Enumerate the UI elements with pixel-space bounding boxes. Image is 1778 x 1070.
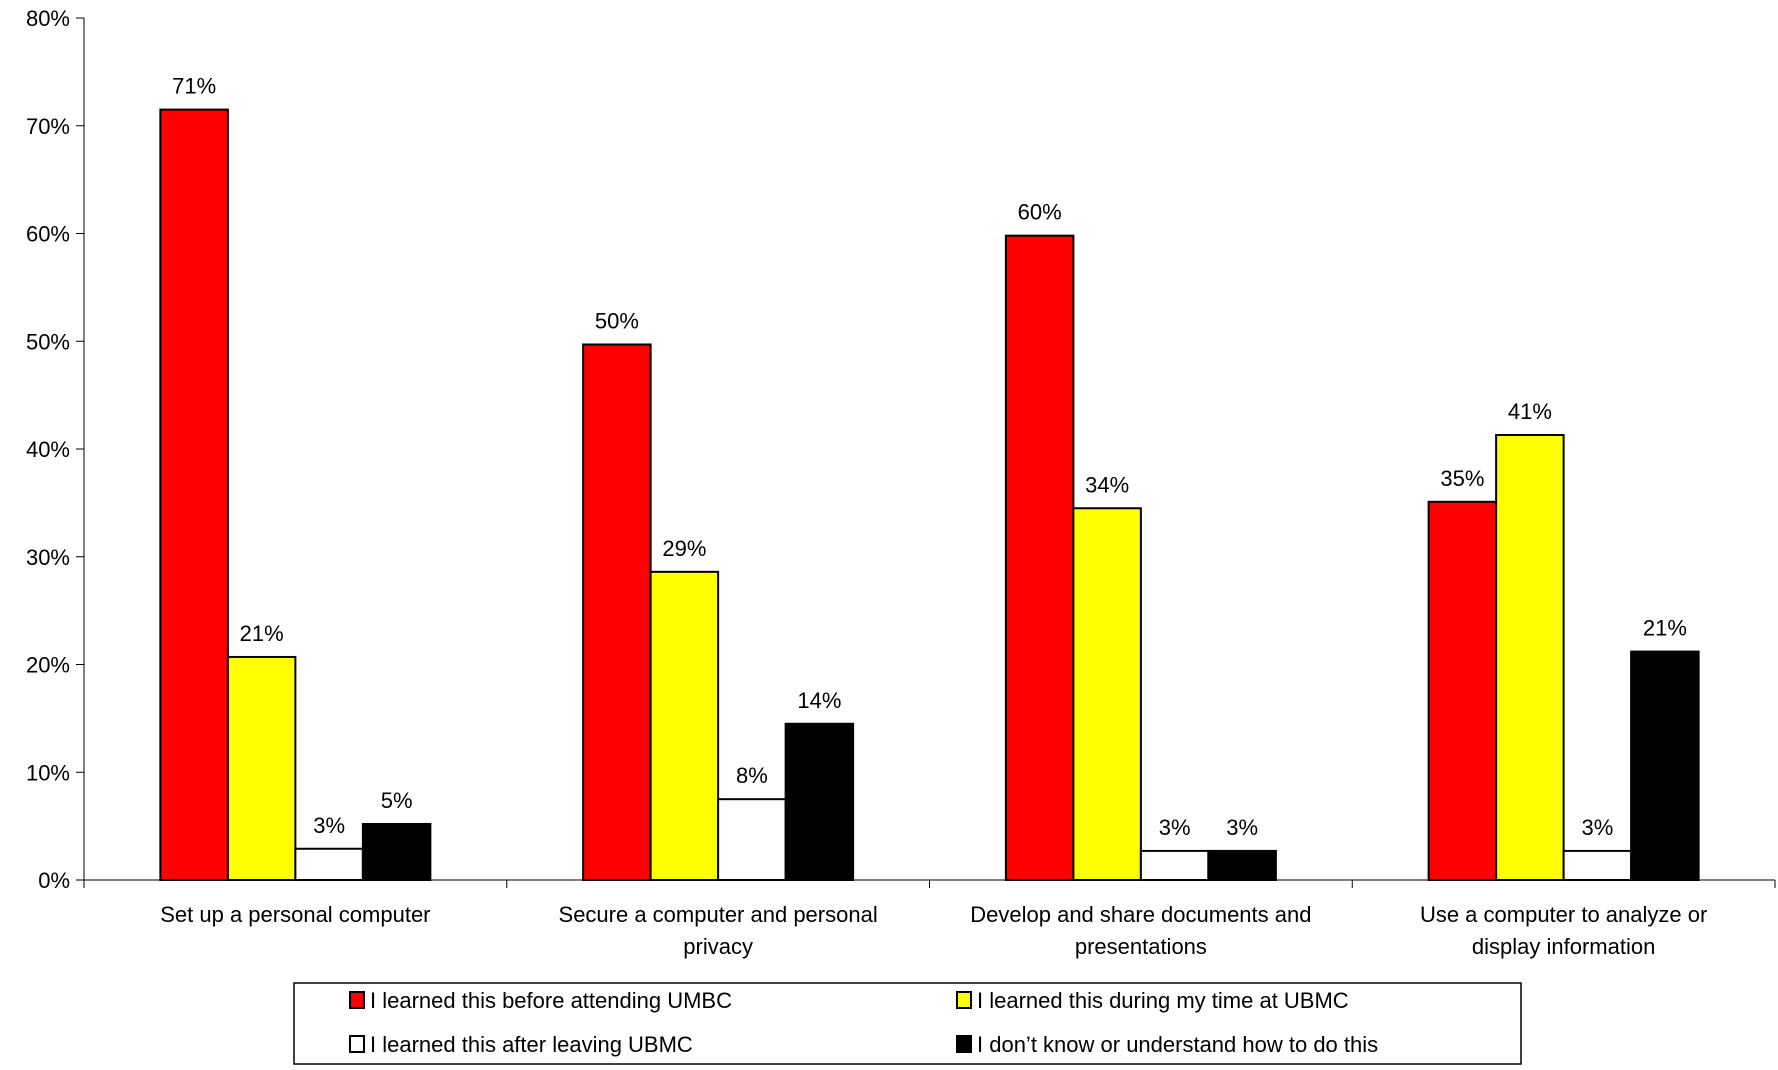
legend-swatch	[349, 991, 365, 1009]
legend-label: I learned this during my time at UBMC	[977, 988, 1349, 1013]
y-tick-label: 0%	[38, 868, 70, 893]
bars	[159, 108, 1700, 882]
legend: I learned this before attending UMBC I le…	[293, 982, 1522, 1065]
bar	[1562, 849, 1633, 881]
data-labels: 71% 21% 3% 5% 50% 29% 8% 14% 60% 34% 3% 3% 35% 41% 3% 2…	[172, 74, 1687, 840]
bar	[784, 722, 855, 882]
y-tick-label: 40%	[26, 437, 70, 462]
data-label: 8%	[736, 763, 768, 788]
data-label: 14%	[797, 688, 841, 713]
bar	[159, 108, 229, 881]
bar	[1207, 849, 1277, 881]
data-label: 3%	[1226, 815, 1258, 840]
data-label: 3%	[1581, 815, 1613, 840]
legend-box	[293, 982, 1522, 1065]
bar	[649, 570, 720, 882]
y-tick-label: 70%	[26, 114, 70, 139]
data-label: 41%	[1508, 399, 1552, 424]
data-label: 3%	[1159, 815, 1191, 840]
data-label: 34%	[1085, 472, 1129, 497]
data-label: 29%	[662, 536, 706, 561]
data-label: 5%	[381, 788, 413, 813]
bar	[1630, 650, 1700, 881]
bar	[1495, 433, 1565, 881]
y-tick-label: 30%	[26, 545, 70, 570]
legend-swatch	[349, 1035, 365, 1053]
category-label: Use a computer to analyze or	[1420, 902, 1707, 927]
category-label: display information	[1472, 934, 1655, 959]
legend-swatch	[956, 1035, 972, 1053]
bar	[1072, 507, 1142, 881]
legend-label: I learned this before attending UMBC	[370, 988, 732, 1013]
data-label: 35%	[1440, 466, 1484, 491]
bar	[1004, 234, 1075, 881]
y-tick-label: 20%	[26, 653, 70, 678]
category-label: presentations	[1075, 934, 1207, 959]
data-label: 50%	[595, 308, 639, 333]
y-tick-label: 60%	[26, 222, 70, 247]
data-label: 3%	[313, 813, 345, 838]
category-label: Set up a personal computer	[160, 902, 430, 927]
legend-label: I don’t know or understand how to do thi…	[977, 1032, 1378, 1057]
bar	[1427, 500, 1498, 881]
category-label: privacy	[683, 934, 753, 959]
bar	[294, 847, 364, 882]
legend-label: I learned this after leaving UBMC	[370, 1032, 693, 1057]
y-tick-label: 80%	[26, 6, 70, 31]
bar	[1139, 849, 1210, 881]
bar	[226, 655, 297, 882]
category-label: Develop and share documents and	[970, 902, 1311, 927]
data-label: 21%	[1643, 616, 1687, 641]
legend-swatch	[956, 991, 972, 1009]
data-label: 21%	[240, 621, 284, 646]
bar	[717, 798, 787, 881]
bar	[582, 343, 652, 882]
category-label: Secure a computer and personal	[559, 902, 878, 927]
bar	[361, 822, 432, 881]
data-label: 71%	[172, 74, 216, 99]
y-tick-label: 10%	[26, 760, 70, 785]
y-tick-label: 50%	[26, 329, 70, 354]
axes: 0% 10% 20% 30% 40% 50% 60% 70% 80% Set up a perso…	[26, 6, 1776, 959]
data-label: 60%	[1018, 200, 1062, 225]
